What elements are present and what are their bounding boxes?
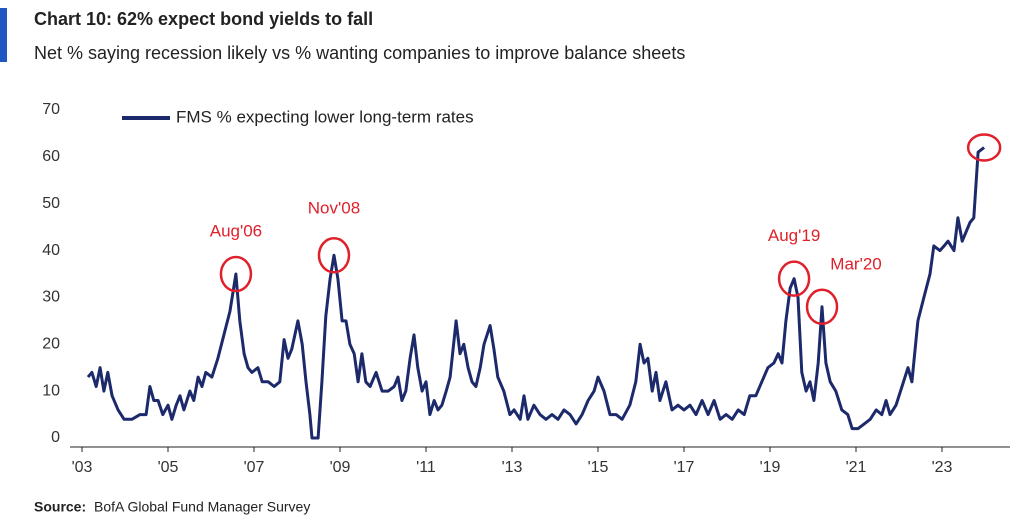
annotation-label: Mar'20 (830, 254, 881, 273)
source: BofA Global Fund Manager Survey (94, 499, 310, 515)
x-tick-label: '07 (244, 459, 265, 476)
y-tick-label: 50 (42, 195, 60, 212)
x-tick-label: '09 (330, 459, 351, 476)
x-tick-label: '03 (72, 459, 93, 476)
y-tick-label: 60 (42, 148, 60, 165)
annotation-circle (317, 237, 351, 274)
title-bar (0, 8, 7, 62)
y-tick-label: 10 (42, 382, 60, 399)
x-tick-label: '21 (846, 459, 867, 476)
annotation-label: Aug'19 (768, 226, 820, 245)
x-tick-label: '15 (588, 459, 609, 476)
y-tick-label: 0 (51, 429, 60, 446)
annotation-label: Aug'06 (210, 221, 262, 240)
y-tick-label: 40 (42, 242, 60, 259)
x-tick-label: '19 (760, 459, 781, 476)
series-line (86, 146, 986, 440)
x-tick-label: '05 (158, 459, 179, 476)
x-tick-label: '23 (932, 459, 953, 476)
y-tick-label: 70 (42, 101, 60, 118)
annotation-label: Nov'08 (308, 199, 360, 218)
y-tick-label: 20 (42, 336, 60, 353)
source-label: Source: (34, 499, 86, 515)
highlight-circle (966, 133, 1002, 162)
annotation-circle (805, 288, 839, 326)
chart-title: Chart 10: 62% expect bond yields to fall (34, 9, 373, 29)
x-tick-label: '17 (674, 459, 695, 476)
chart-subtitle: Net % saying recession likely vs % wanti… (34, 43, 685, 63)
annotation-circle (777, 260, 811, 297)
y-tick-label: 30 (42, 289, 60, 306)
legend-label: FMS % expecting lower long-term rates (176, 107, 474, 126)
annotation-circle (219, 255, 253, 293)
x-tick-label: '13 (502, 459, 523, 476)
x-tick-label: '11 (416, 459, 436, 476)
